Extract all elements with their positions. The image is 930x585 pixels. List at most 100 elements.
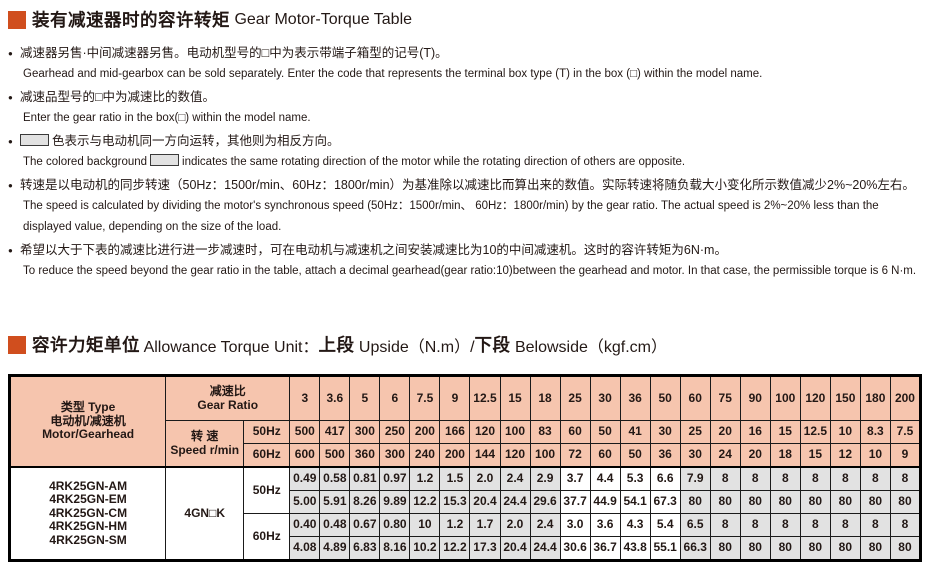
gear-ratio-cell: 12.5 — [469, 375, 501, 421]
torque-kgfcm-cell: 6.83 — [349, 536, 381, 561]
torque-nm-cell: 1.2 — [439, 513, 471, 537]
torque-nm-cell: 8 — [889, 513, 922, 537]
torque-kgfcm-cell: 12.2 — [439, 536, 471, 561]
torque-kgfcm-cell: 80 — [709, 490, 741, 514]
torque-kgfcm-cell: 43.8 — [619, 536, 651, 561]
torque-kgfcm-cell: 4.89 — [319, 536, 351, 561]
speed-cell: 83 — [529, 420, 561, 444]
speed-cell: 120 — [469, 420, 501, 444]
speed-cell: 15 — [769, 420, 801, 444]
gear-ratio-cell: 7.5 — [409, 375, 441, 421]
note-en: The speed is calculated by dividing the … — [23, 200, 879, 233]
torque-kgfcm-cell: 36.7 — [589, 536, 621, 561]
bullet-icon: ● — [8, 93, 13, 102]
speed-cell: 60 — [589, 443, 621, 468]
speed-cell: 250 — [379, 420, 411, 444]
torque-kgfcm-cell: 37.7 — [559, 490, 591, 514]
note-cn: 转速是以电动机的同步转速（50Hz：1500r/min、60Hz：1800r/m… — [20, 178, 915, 192]
speed-cell: 500 — [319, 443, 351, 468]
speed-cell: 30 — [679, 443, 711, 468]
bullet-icon: ● — [8, 137, 13, 146]
gear-ratio-header-row: 类型 Type 电动机/减速机 Motor/Gearhead 减速比 Gear Rati… — [8, 375, 922, 468]
gear-ratio-cell: 6 — [379, 375, 411, 421]
speed-cell: 41 — [619, 420, 651, 444]
note-en: Gearhead and mid-gearbox can be sold sep… — [23, 68, 763, 80]
gear-ratio-cell: 18 — [529, 375, 561, 421]
note-cn: 希望以大于下表的减速比进行进一步减速时，可在电动机与减速机之间安装减速比为10的… — [20, 243, 727, 257]
section2-title-cn3: 下段 — [474, 335, 511, 355]
gear-ratio-cell: 3.6 — [319, 375, 351, 421]
torque-kgfcm-cell: 8.16 — [379, 536, 411, 561]
torque-kgfcm-cell: 55.1 — [649, 536, 681, 561]
gear-ratio-cell: 15 — [499, 375, 531, 421]
torque-nm-cell: 0.97 — [379, 466, 411, 491]
section1-title-en: Gear Motor-Torque Table — [230, 10, 413, 28]
torque-row: 60Hz 0.40 0.48 0.67 0.80 10 1.2 1.7 2.0 2.4 3.0 3.6… — [10, 513, 922, 561]
torque-kgfcm-cell: 80 — [709, 536, 741, 561]
motor-list-cell: 4RK25GN-AM 4RK25GN-EM 4RK25GN-CM 4RK25GN-HM… — [8, 466, 167, 561]
torque-nm-cell: 8 — [859, 513, 891, 537]
torque-nm-cell: 1.5 — [439, 466, 471, 491]
section2-title-cn2: 上段 — [318, 335, 355, 355]
torque-kgfcm-cell: 5.00 — [289, 490, 321, 514]
note-cn: 减速器另售·中间减速器另售。电动机型号的□中为表示带端子箱型的记号(T)。 — [20, 46, 448, 60]
gear-ratio-cell: 200 — [889, 375, 922, 421]
torque-kgfcm-cell: 9.89 — [379, 490, 411, 514]
torque-nm-cell: 7.9 — [679, 466, 711, 491]
type-header-cell: 类型 Type 电动机/减速机 Motor/Gearhead — [8, 375, 167, 468]
same-direction-swatch-icon — [20, 134, 49, 146]
speed-cell: 144 — [469, 443, 501, 468]
freq-header-cell: 60Hz — [243, 443, 291, 468]
torque-nm-cell: 8 — [709, 466, 741, 491]
section1-title-cn: 装有减速器时的容许转矩 — [32, 10, 230, 30]
speed-cell: 100 — [529, 443, 561, 468]
torque-nm-cell: 0.81 — [349, 466, 381, 491]
section2-title-en1: Allowance Torque Unit： — [140, 338, 319, 356]
torque-kgfcm-cell: 80 — [769, 490, 801, 514]
torque-nm-cell: 3.7 — [559, 466, 591, 491]
torque-nm-cell: 1.2 — [409, 466, 441, 491]
torque-nm-cell: 2.0 — [469, 466, 501, 491]
torque-nm-cell: 0.48 — [319, 513, 351, 537]
torque-kgfcm-cell: 4.08 — [289, 536, 321, 561]
torque-kgfcm-cell: 80 — [859, 490, 891, 514]
gear-ratio-cell: 60 — [679, 375, 711, 421]
section2-title-en3: Belowside（kgf.cm） — [510, 338, 668, 356]
torque-nm-cell: 2.9 — [529, 466, 561, 491]
torque-nm-cell: 4.3 — [619, 513, 651, 537]
torque-kgfcm-cell: 80 — [739, 536, 771, 561]
freq-header-cell: 50Hz — [243, 420, 291, 444]
note-en-text: indicates the same rotating direction of… — [182, 156, 686, 168]
freq-cell: 60Hz — [243, 513, 291, 561]
speed-cell: 300 — [379, 443, 411, 468]
torque-nm-cell: 8 — [769, 513, 801, 537]
note-item: ● 希望以大于下表的减速比进行进一步减速时，可在电动机与减速机之间安装减速比为1… — [8, 240, 922, 282]
speed-cell: 8.3 — [859, 420, 891, 444]
torque-kgfcm-cell: 20.4 — [499, 536, 531, 561]
torque-kgfcm-cell: 20.4 — [469, 490, 501, 514]
gear-ratio-cell: 5 — [349, 375, 381, 421]
torque-kgfcm-cell: 30.6 — [559, 536, 591, 561]
torque-nm-cell: 8 — [709, 513, 741, 537]
torque-kgfcm-cell: 66.3 — [679, 536, 711, 561]
speed-cell: 120 — [499, 443, 531, 468]
torque-kgfcm-cell: 10.2 — [409, 536, 441, 561]
speed-cell: 100 — [499, 420, 531, 444]
torque-nm-cell: 1.7 — [469, 513, 501, 537]
torque-nm-cell: 2.0 — [499, 513, 531, 537]
speed-cell: 24 — [709, 443, 741, 468]
torque-nm-cell: 2.4 — [499, 466, 531, 491]
note-en: Enter the gear ratio in the box(□) withi… — [23, 112, 311, 124]
gear-ratio-cell: 50 — [649, 375, 681, 421]
torque-nm-cell: 0.49 — [289, 466, 321, 491]
torque-kgfcm-cell: 80 — [769, 536, 801, 561]
torque-row: 4RK25GN-AM 4RK25GN-EM 4RK25GN-CM 4RK25GN-HM… — [8, 466, 922, 561]
note-en-text: The colored background — [23, 156, 148, 168]
speed-cell: 25 — [679, 420, 711, 444]
note-item: ● 减速器另售·中间减速器另售。电动机型号的□中为表示带端子箱型的记号(T)。 … — [8, 43, 922, 85]
torque-nm-cell: 5.3 — [619, 466, 651, 491]
gear-ratio-cell: 3 — [289, 375, 321, 421]
gear-ratio-cell: 180 — [859, 375, 891, 421]
gear-ratio-cell: 100 — [769, 375, 801, 421]
section2-title: 容许力矩单位 Allowance Torque Unit： 上段 Upside（… — [8, 332, 922, 357]
